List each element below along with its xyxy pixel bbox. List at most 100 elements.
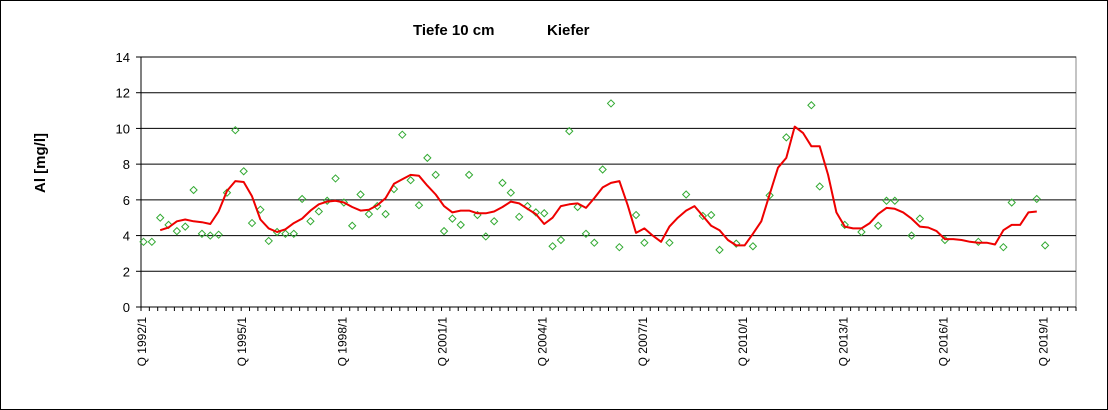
data-point	[206, 231, 215, 240]
data-point	[556, 235, 566, 245]
data-point	[239, 167, 248, 176]
data-point	[139, 237, 148, 247]
x-tick-label: Q 2010/1	[736, 317, 750, 367]
data-point	[448, 214, 457, 223]
y-tick-label: 8	[123, 157, 130, 172]
data-point	[431, 170, 440, 180]
data-point	[306, 217, 315, 226]
data-point	[197, 229, 207, 238]
y-tick-label: 6	[123, 193, 130, 208]
data-point	[498, 178, 507, 188]
x-tick-label: Q 1995/1	[235, 317, 249, 367]
data-point	[1032, 194, 1041, 204]
x-tick-label: Q 2007/1	[636, 317, 650, 367]
x-tick-labels: Q 1992/1 Q 1995/1 Q 1998/1 Q 2001/1 Q 2004/1…	[135, 307, 1077, 367]
data-point	[155, 213, 165, 222]
data-point	[172, 226, 182, 236]
data-point	[715, 245, 724, 255]
plot-area	[140, 56, 1077, 308]
data-point	[706, 210, 716, 220]
chart-title-site: Kiefer	[547, 22, 590, 39]
data-point	[256, 205, 265, 214]
data-point	[214, 230, 223, 239]
data-point	[247, 218, 257, 228]
data-point	[231, 126, 240, 135]
data-point	[640, 238, 649, 247]
data-point	[189, 185, 198, 195]
data-point	[548, 242, 557, 251]
data-point	[681, 190, 691, 199]
data-point	[414, 201, 424, 210]
data-point	[506, 188, 516, 197]
data-point	[974, 237, 983, 247]
data-point	[398, 130, 407, 139]
data-point	[423, 153, 432, 163]
data-point	[381, 209, 390, 219]
x-tick-label: Q 2001/1	[436, 317, 450, 367]
series-line	[159, 125, 1037, 247]
data-point	[565, 126, 574, 136]
y-tick-label: 14	[116, 50, 130, 65]
y-tick-label: 2	[123, 264, 130, 279]
y-tick-label: 0	[123, 300, 130, 315]
x-tick-label: Q 2016/1	[936, 317, 950, 367]
data-point	[765, 191, 774, 200]
data-point	[531, 208, 541, 217]
data-point	[222, 188, 232, 197]
y-axis-label: Al [mg/l]	[32, 133, 49, 193]
data-point	[297, 194, 307, 204]
chart-title-depth: Tiefe 10 cm	[413, 22, 494, 39]
data-point	[598, 165, 607, 174]
plot-background	[140, 56, 1077, 308]
data-point	[890, 196, 900, 205]
data-point	[1040, 241, 1050, 250]
data-point	[356, 190, 365, 199]
data-point	[698, 211, 708, 221]
data-point	[907, 231, 916, 240]
x-tick-label: Q 2004/1	[536, 317, 550, 367]
data-point	[590, 238, 599, 247]
data-point	[581, 229, 591, 238]
data-point	[807, 101, 816, 110]
data-point	[364, 209, 374, 219]
x-tick-label: Q 1998/1	[335, 317, 349, 367]
y-tick-label: 4	[123, 229, 130, 244]
moving-average-line	[159, 125, 1037, 247]
data-point	[373, 201, 382, 211]
data-point	[815, 182, 824, 191]
data-point	[481, 232, 490, 241]
data-point	[331, 174, 340, 183]
data-point	[857, 227, 866, 237]
x-tick-label: Q 2019/1	[1037, 317, 1051, 367]
data-point	[489, 217, 499, 226]
data-point	[748, 242, 758, 251]
data-point	[456, 220, 465, 230]
data-point	[406, 176, 415, 185]
data-point	[606, 99, 616, 108]
data-point	[147, 237, 157, 247]
data-point	[540, 209, 549, 218]
data-point	[439, 226, 449, 236]
data-point	[322, 196, 332, 205]
data-point	[264, 236, 273, 246]
x-tick-label: Q 2013/1	[836, 317, 850, 367]
data-point	[882, 196, 891, 205]
data-point	[1007, 198, 1016, 207]
data-point	[999, 242, 1008, 252]
data-point	[615, 242, 624, 252]
data-point	[181, 222, 190, 231]
data-point	[782, 133, 791, 142]
data-point	[314, 207, 324, 216]
y-tick-label: 10	[116, 121, 130, 136]
y-tick-label: 12	[116, 86, 130, 101]
data-point	[289, 229, 298, 238]
data-point	[873, 221, 883, 230]
data-point	[573, 202, 582, 212]
data-point	[732, 239, 741, 248]
data-point	[915, 214, 925, 223]
data-point	[281, 229, 290, 238]
gridlines	[141, 56, 1076, 272]
data-point	[631, 210, 641, 220]
data-point	[464, 170, 474, 180]
